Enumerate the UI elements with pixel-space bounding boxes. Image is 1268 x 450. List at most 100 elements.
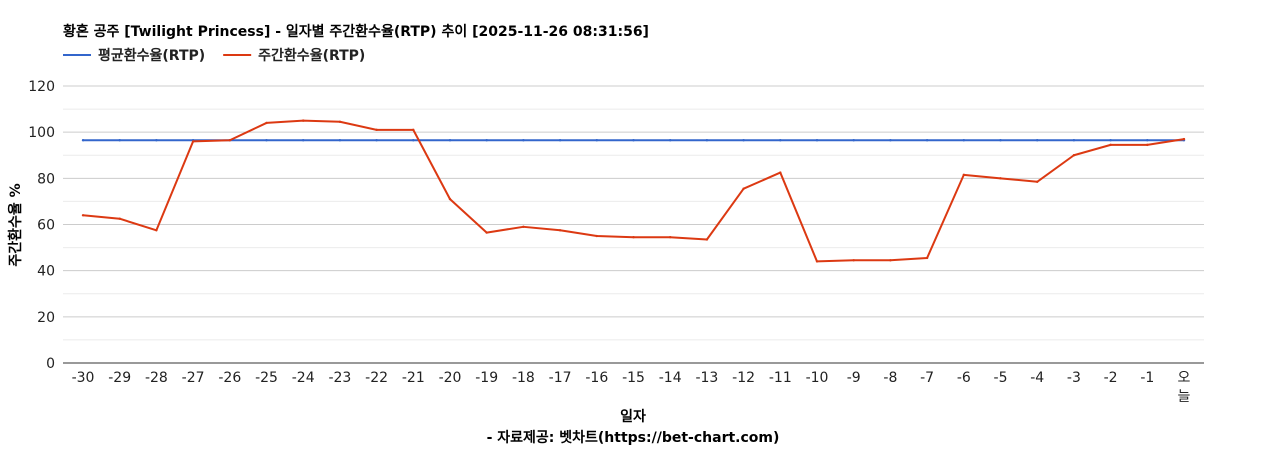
y-tick-label: 0	[46, 356, 55, 372]
y-tick-label: 120	[28, 79, 55, 95]
data-point	[412, 139, 415, 142]
data-point	[742, 187, 745, 190]
y-axis-ticks: 0 20 40 60 80 100 120	[28, 79, 55, 372]
x-tick-label: -19	[475, 370, 498, 386]
x-tick-label: -15	[622, 370, 645, 386]
x-tick-label: -30	[72, 370, 95, 386]
x-tick-label: -21	[402, 370, 425, 386]
data-point	[595, 139, 598, 142]
data-point	[962, 139, 965, 142]
data-point	[889, 139, 892, 142]
x-tick-label: -25	[255, 370, 278, 386]
data-point	[925, 139, 929, 142]
x-tick-label: -24	[292, 370, 315, 386]
data-point	[632, 235, 635, 239]
x-tick-label: -2	[1104, 370, 1118, 386]
data-point	[81, 139, 85, 142]
x-tick-label: -26	[218, 370, 241, 386]
data-point	[669, 235, 672, 239]
y-tick-label: 20	[37, 310, 55, 326]
data-point	[779, 171, 782, 174]
data-point	[375, 139, 378, 142]
series-layer	[81, 119, 1186, 263]
legend-item[interactable]: 주간환수율(RTP)	[223, 47, 365, 64]
data-point	[558, 139, 562, 142]
data-point	[779, 139, 782, 142]
y-tick-label: 40	[37, 264, 55, 280]
y-tick-label: 80	[37, 171, 55, 187]
series-1	[81, 139, 1186, 142]
x-tick-label: -7	[920, 370, 934, 386]
data-point	[1109, 143, 1112, 147]
data-point	[338, 120, 342, 123]
data-point	[925, 256, 929, 260]
data-point	[558, 229, 562, 232]
data-point	[118, 139, 121, 142]
legend-label: 주간환수율(RTP)	[258, 47, 365, 64]
data-point	[485, 139, 488, 142]
data-point	[705, 238, 709, 241]
data-point	[1182, 137, 1186, 141]
grid	[63, 85, 1204, 364]
data-point	[265, 121, 268, 125]
data-point	[742, 139, 745, 142]
x-tick-label: -5	[994, 370, 1008, 386]
x-tick-label: -11	[769, 370, 792, 386]
series-line	[82, 119, 1185, 263]
data-point	[1036, 139, 1039, 142]
x-tick-label: -18	[512, 370, 535, 386]
data-point	[999, 177, 1002, 180]
data-point	[155, 229, 158, 232]
data-point	[632, 139, 635, 142]
x-tick-label: -8	[883, 370, 897, 386]
data-point	[1072, 154, 1076, 157]
x-tick-label: -29	[108, 370, 131, 386]
data-point	[448, 139, 452, 142]
x-tick-label: -9	[847, 370, 861, 386]
data-point	[412, 128, 415, 132]
data-point	[962, 173, 965, 177]
legend-item[interactable]: 평균환수율(RTP)	[63, 47, 205, 64]
chart-title: 황혼 공주 [Twilight Princess] - 일자별 주간환수율(RT…	[63, 23, 649, 40]
x-tick-label: -23	[328, 370, 351, 386]
x-tick-label: -17	[549, 370, 572, 386]
data-point	[705, 139, 709, 142]
x-tick-label: -16	[585, 370, 608, 386]
x-tick-label: -6	[957, 370, 971, 386]
source-note: - 자료제공: 벳차트(https://bet-chart.com)	[487, 429, 780, 446]
x-axis-label: 일자	[620, 409, 646, 425]
x-tick-label: -3	[1067, 370, 1081, 386]
data-point	[338, 139, 342, 142]
x-tick-label: -13	[695, 370, 718, 386]
legend: 평균환수율(RTP) 주간환수율(RTP)	[63, 47, 365, 64]
x-tick-label: -28	[145, 370, 168, 386]
y-tick-label: 100	[28, 125, 55, 141]
data-point	[999, 139, 1002, 142]
data-point	[889, 259, 892, 262]
data-point	[1146, 143, 1149, 147]
x-tick-label: -12	[732, 370, 755, 386]
data-point	[852, 259, 855, 262]
data-point	[118, 217, 121, 220]
x-tick-label: -1	[1140, 370, 1154, 386]
data-point	[1146, 139, 1149, 142]
x-tick-label: -27	[182, 370, 205, 386]
data-point	[522, 225, 525, 229]
data-point	[595, 234, 598, 238]
data-point	[1109, 139, 1112, 142]
data-point	[302, 119, 305, 122]
x-tick-label: -10	[806, 370, 829, 386]
data-point	[1036, 180, 1039, 183]
data-point	[1072, 139, 1076, 142]
data-point	[815, 139, 819, 142]
data-point	[669, 139, 672, 142]
data-point	[852, 139, 855, 142]
y-axis-label: 주간환수율 %	[7, 183, 24, 266]
x-tick-label: -4	[1030, 370, 1044, 386]
data-point	[522, 139, 525, 142]
data-point	[191, 140, 195, 143]
data-point	[485, 231, 488, 234]
legend-label: 평균환수율(RTP)	[98, 47, 205, 64]
